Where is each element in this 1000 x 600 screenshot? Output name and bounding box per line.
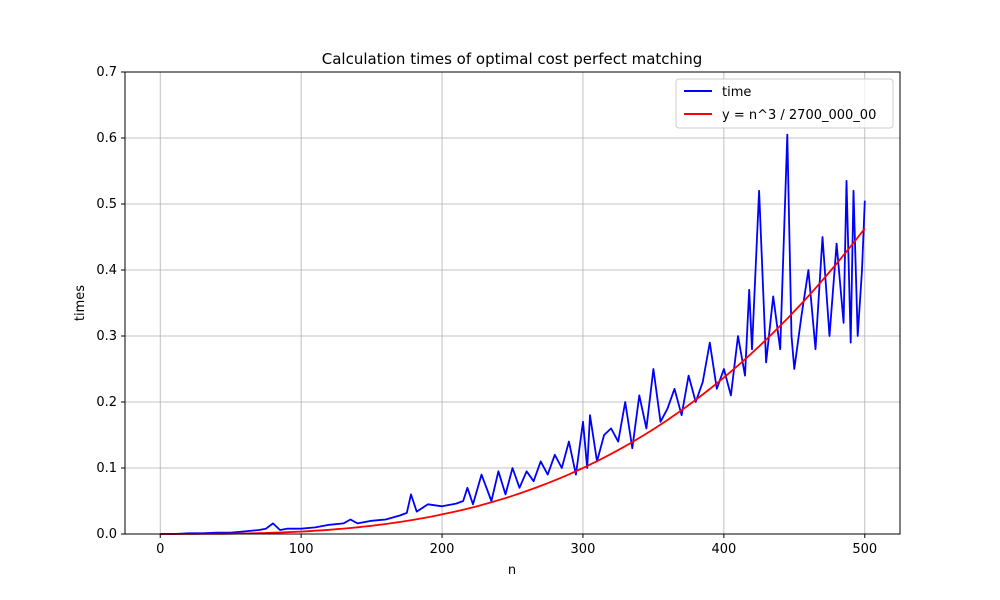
y-tick-label: 0.0 [96,527,117,542]
y-tick-label: 0.5 [96,197,117,212]
plot-frame [124,71,901,535]
y-tick-label: 0.4 [96,263,117,278]
x-tick-label: 400 [711,542,736,557]
y-axis-label: times [73,285,88,321]
y-tick-label: 0.2 [96,395,117,410]
x-tick-label: 300 [571,542,596,557]
legend-box [675,78,894,129]
chart-title: Calculation times of optimal cost perfec… [322,50,702,68]
series-layer [160,133,866,535]
x-axis: 0 100 200 300 400 500 [156,534,877,557]
x-tick-label: 100 [289,542,314,557]
legend: time y = n^3 / 2700_000_00 [675,78,894,129]
x-axis-label: n [508,563,516,578]
y-tick-label: 0.6 [96,131,117,146]
series-line-time [160,133,866,535]
legend-label-time: time [722,85,751,100]
legend-label-fit: y = n^3 / 2700_000_00 [722,108,876,123]
y-tick-label: 0.3 [96,329,117,344]
y-axis: 0.0 0.1 0.2 0.3 0.4 0.5 0.6 0.7 [96,65,125,542]
y-tick-label: 0.1 [96,461,117,476]
x-tick-label: 500 [852,542,877,557]
y-tick-label: 0.7 [96,65,117,80]
x-tick-label: 200 [430,542,455,557]
series-line-fit [160,227,866,535]
x-tick-label: 0 [156,542,164,557]
